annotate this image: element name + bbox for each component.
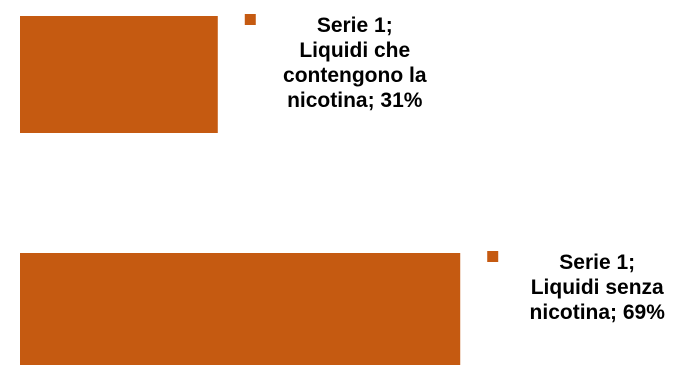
data-label-line: contengono la xyxy=(283,64,427,87)
data-label-line: nicotina; 69% xyxy=(530,301,666,324)
data-label-line: nicotina; 31% xyxy=(287,89,423,112)
data-label-marker-2 xyxy=(487,251,499,262)
data-label-line: Liquidi che xyxy=(299,39,410,62)
data-label-2: Serie 1; Liquidi senza nicotina; 69% xyxy=(530,251,666,324)
data-label-1: Serie 1; Liquidi che contengono la nicotina… xyxy=(283,14,427,112)
bar-1 xyxy=(20,16,218,133)
bar-2 xyxy=(20,253,461,365)
data-label-line: Serie 1; xyxy=(317,14,393,37)
data-label-line: Liquidi senza xyxy=(531,276,664,299)
data-label-line: Serie 1; xyxy=(559,251,635,274)
data-label-marker-1 xyxy=(244,14,256,25)
